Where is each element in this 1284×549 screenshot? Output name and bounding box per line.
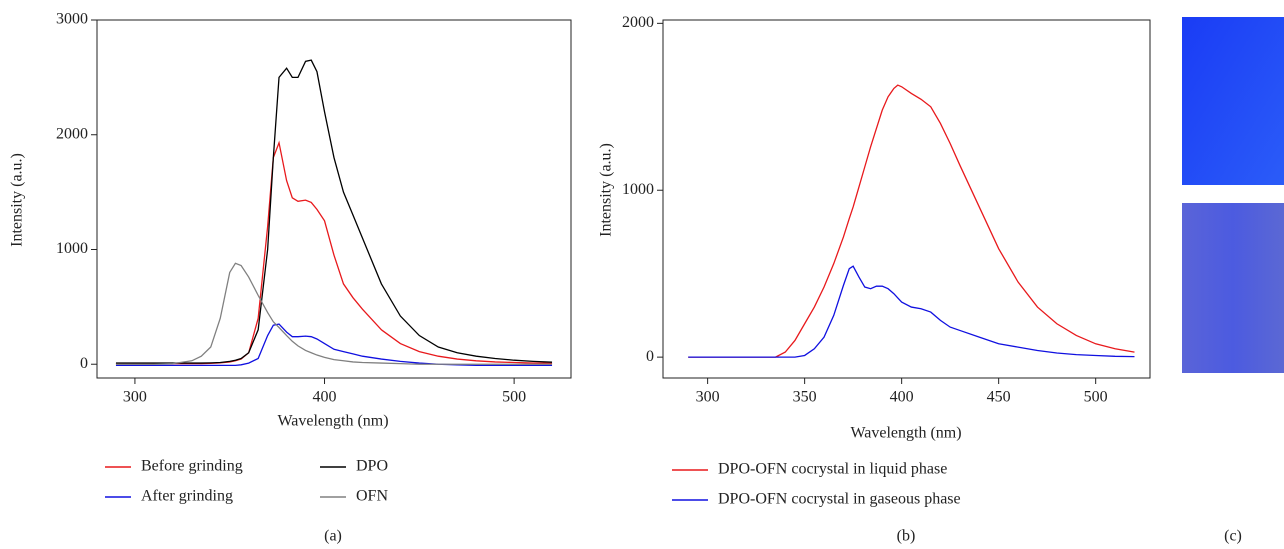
legend-label: After grinding <box>141 488 233 505</box>
legend-label: DPO-OFN cocrystal in liquid phase <box>718 461 947 478</box>
legend-label: DPO <box>356 458 388 475</box>
panel-label: (a) <box>324 528 342 545</box>
photo-gaseous <box>1182 203 1284 373</box>
y-tick-label: 3000 <box>56 11 88 28</box>
series-line <box>688 84 1135 358</box>
panel-label: (b) <box>897 528 916 545</box>
series-line <box>115 140 553 365</box>
y-tick-label: 1000 <box>56 240 88 257</box>
photo-liquid <box>1182 17 1284 185</box>
y-tick-label: 2000 <box>56 125 88 142</box>
y-tick-label: 0 <box>80 355 88 372</box>
plot-frame <box>662 19 1151 379</box>
x-axis-label: Wavelength (nm) <box>850 425 961 442</box>
y-axis-label: Intensity (a.u.) <box>598 143 615 237</box>
x-tick-label: 400 <box>313 389 337 406</box>
y-axis-label: Intensity (a.u.) <box>9 153 26 247</box>
x-axis-label: Wavelength (nm) <box>277 413 388 430</box>
y-tick-label: 1000 <box>622 181 654 198</box>
series-line <box>115 262 553 365</box>
legend-label: OFN <box>356 488 388 505</box>
panel-label: (c) <box>1224 528 1242 545</box>
legend-label: DPO-OFN cocrystal in gaseous phase <box>718 491 961 508</box>
y-tick-label: 2000 <box>622 14 654 31</box>
x-tick-label: 300 <box>123 389 147 406</box>
x-tick-label: 300 <box>696 389 720 406</box>
y-tick-label: 0 <box>646 348 654 365</box>
series-line <box>115 59 553 364</box>
x-tick-label: 400 <box>890 389 914 406</box>
plot-frame <box>96 19 572 379</box>
x-tick-label: 350 <box>793 389 817 406</box>
series-line <box>688 265 1135 358</box>
x-tick-label: 500 <box>502 389 526 406</box>
legend-label: Before grinding <box>141 458 243 475</box>
x-tick-label: 450 <box>987 389 1011 406</box>
x-tick-label: 500 <box>1084 389 1108 406</box>
